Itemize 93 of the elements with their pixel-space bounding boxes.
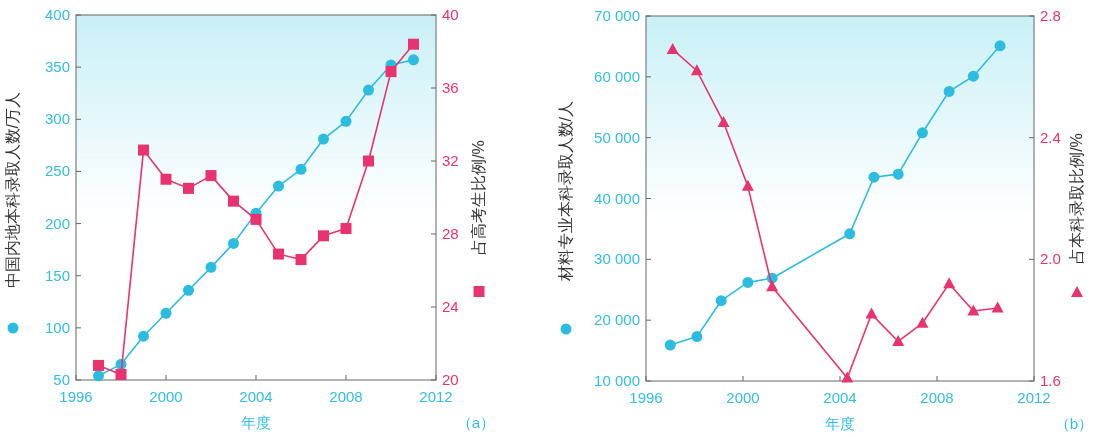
y-tick-label: 400 <box>44 6 70 23</box>
point <box>295 254 307 266</box>
y-tick-label: 10 000 <box>594 372 640 389</box>
y-tick-label: 30 000 <box>594 250 640 268</box>
point <box>717 115 730 127</box>
x-tick-label: 2004 <box>239 388 273 405</box>
y-tick-label: 100 <box>44 318 70 336</box>
point <box>93 359 104 371</box>
point <box>844 228 856 240</box>
x-axis-title: 年度 <box>825 415 855 432</box>
y-tick-label: 350 <box>44 58 70 76</box>
y-tick-label: 20 000 <box>594 311 640 329</box>
y-tick-label: 300 <box>44 110 70 128</box>
text: （b） <box>1054 415 1094 432</box>
point <box>916 316 929 328</box>
point <box>666 42 679 54</box>
point <box>991 301 1004 313</box>
point <box>318 133 329 145</box>
point <box>742 276 754 288</box>
point <box>340 223 352 235</box>
y2-tick-label: 24 <box>442 298 459 315</box>
x-tick-label: 1996 <box>59 388 93 405</box>
point <box>183 182 194 194</box>
point <box>892 334 905 346</box>
point <box>868 171 880 183</box>
y2-tick-label: 2.4 <box>1040 128 1061 146</box>
y2-tick-label: 28 <box>442 225 459 242</box>
point <box>385 66 397 78</box>
point <box>841 371 854 383</box>
x-tick-label: 2012 <box>1017 389 1051 406</box>
y2-tick-label: 1.6 <box>1040 372 1061 389</box>
point <box>183 284 194 296</box>
point <box>340 115 352 127</box>
y2-tick-label: 40 <box>442 6 459 23</box>
point <box>205 170 217 182</box>
point <box>691 331 703 343</box>
point <box>741 179 754 191</box>
x-tick-label: 2000 <box>726 389 760 406</box>
y2-tick-label: 36 <box>442 79 459 96</box>
point <box>205 261 217 273</box>
x-tick-label: 1996 <box>629 389 663 406</box>
y2-tick-label: 20 <box>442 371 459 388</box>
y-axis-title: 材料专业本科录取人数/人 <box>557 100 574 283</box>
x-tick-label: 2012 <box>419 388 453 405</box>
y-axis-title: 中国内地本科录取人数/万人 <box>4 91 21 289</box>
point <box>138 144 149 156</box>
point <box>115 369 127 381</box>
y-tick-label: 200 <box>44 214 70 232</box>
point <box>408 54 419 66</box>
point <box>664 339 676 351</box>
y2-tick-label: 2.8 <box>1040 7 1061 24</box>
y-tick-label: 60 000 <box>594 67 640 85</box>
point <box>715 295 727 307</box>
y2-tick-label: 2.0 <box>1040 250 1061 268</box>
point <box>160 173 172 185</box>
point <box>250 213 262 225</box>
point <box>967 304 980 316</box>
y-tick-label: 150 <box>44 266 70 284</box>
y-tick-label: 70 000 <box>594 7 640 24</box>
point <box>766 280 779 292</box>
x-tick-label: 2008 <box>329 388 363 405</box>
point <box>967 70 979 82</box>
point <box>228 237 239 249</box>
y-tick-label: 50 000 <box>594 128 640 146</box>
x-axis-title: 年度 <box>241 414 271 431</box>
x-tick-label: 2008 <box>920 389 954 406</box>
point <box>160 307 172 319</box>
point <box>295 163 307 175</box>
point <box>363 155 374 167</box>
y-tick-label: 40 000 <box>594 189 640 207</box>
y-tick-label: 250 <box>44 162 70 180</box>
point <box>408 38 419 50</box>
point <box>943 85 955 97</box>
point <box>93 370 104 382</box>
point <box>690 64 703 76</box>
y2-axis-title: 占高考生比例/% <box>470 140 487 255</box>
point <box>943 277 956 289</box>
point <box>916 127 928 139</box>
y2-tick-label: 32 <box>442 152 459 169</box>
y-tick-label: 50 <box>53 371 70 388</box>
y2-axis-title: 占本科录取比例/% <box>1068 133 1085 264</box>
point <box>865 307 878 319</box>
point <box>273 180 284 192</box>
point <box>228 195 239 207</box>
point <box>318 230 329 242</box>
point <box>994 40 1006 52</box>
point <box>892 168 904 180</box>
point <box>363 84 374 96</box>
point <box>273 248 284 260</box>
point <box>138 330 149 342</box>
x-tick-label: 2004 <box>823 389 857 406</box>
x-tick-label: 2000 <box>149 388 183 405</box>
text: （a） <box>456 414 496 431</box>
